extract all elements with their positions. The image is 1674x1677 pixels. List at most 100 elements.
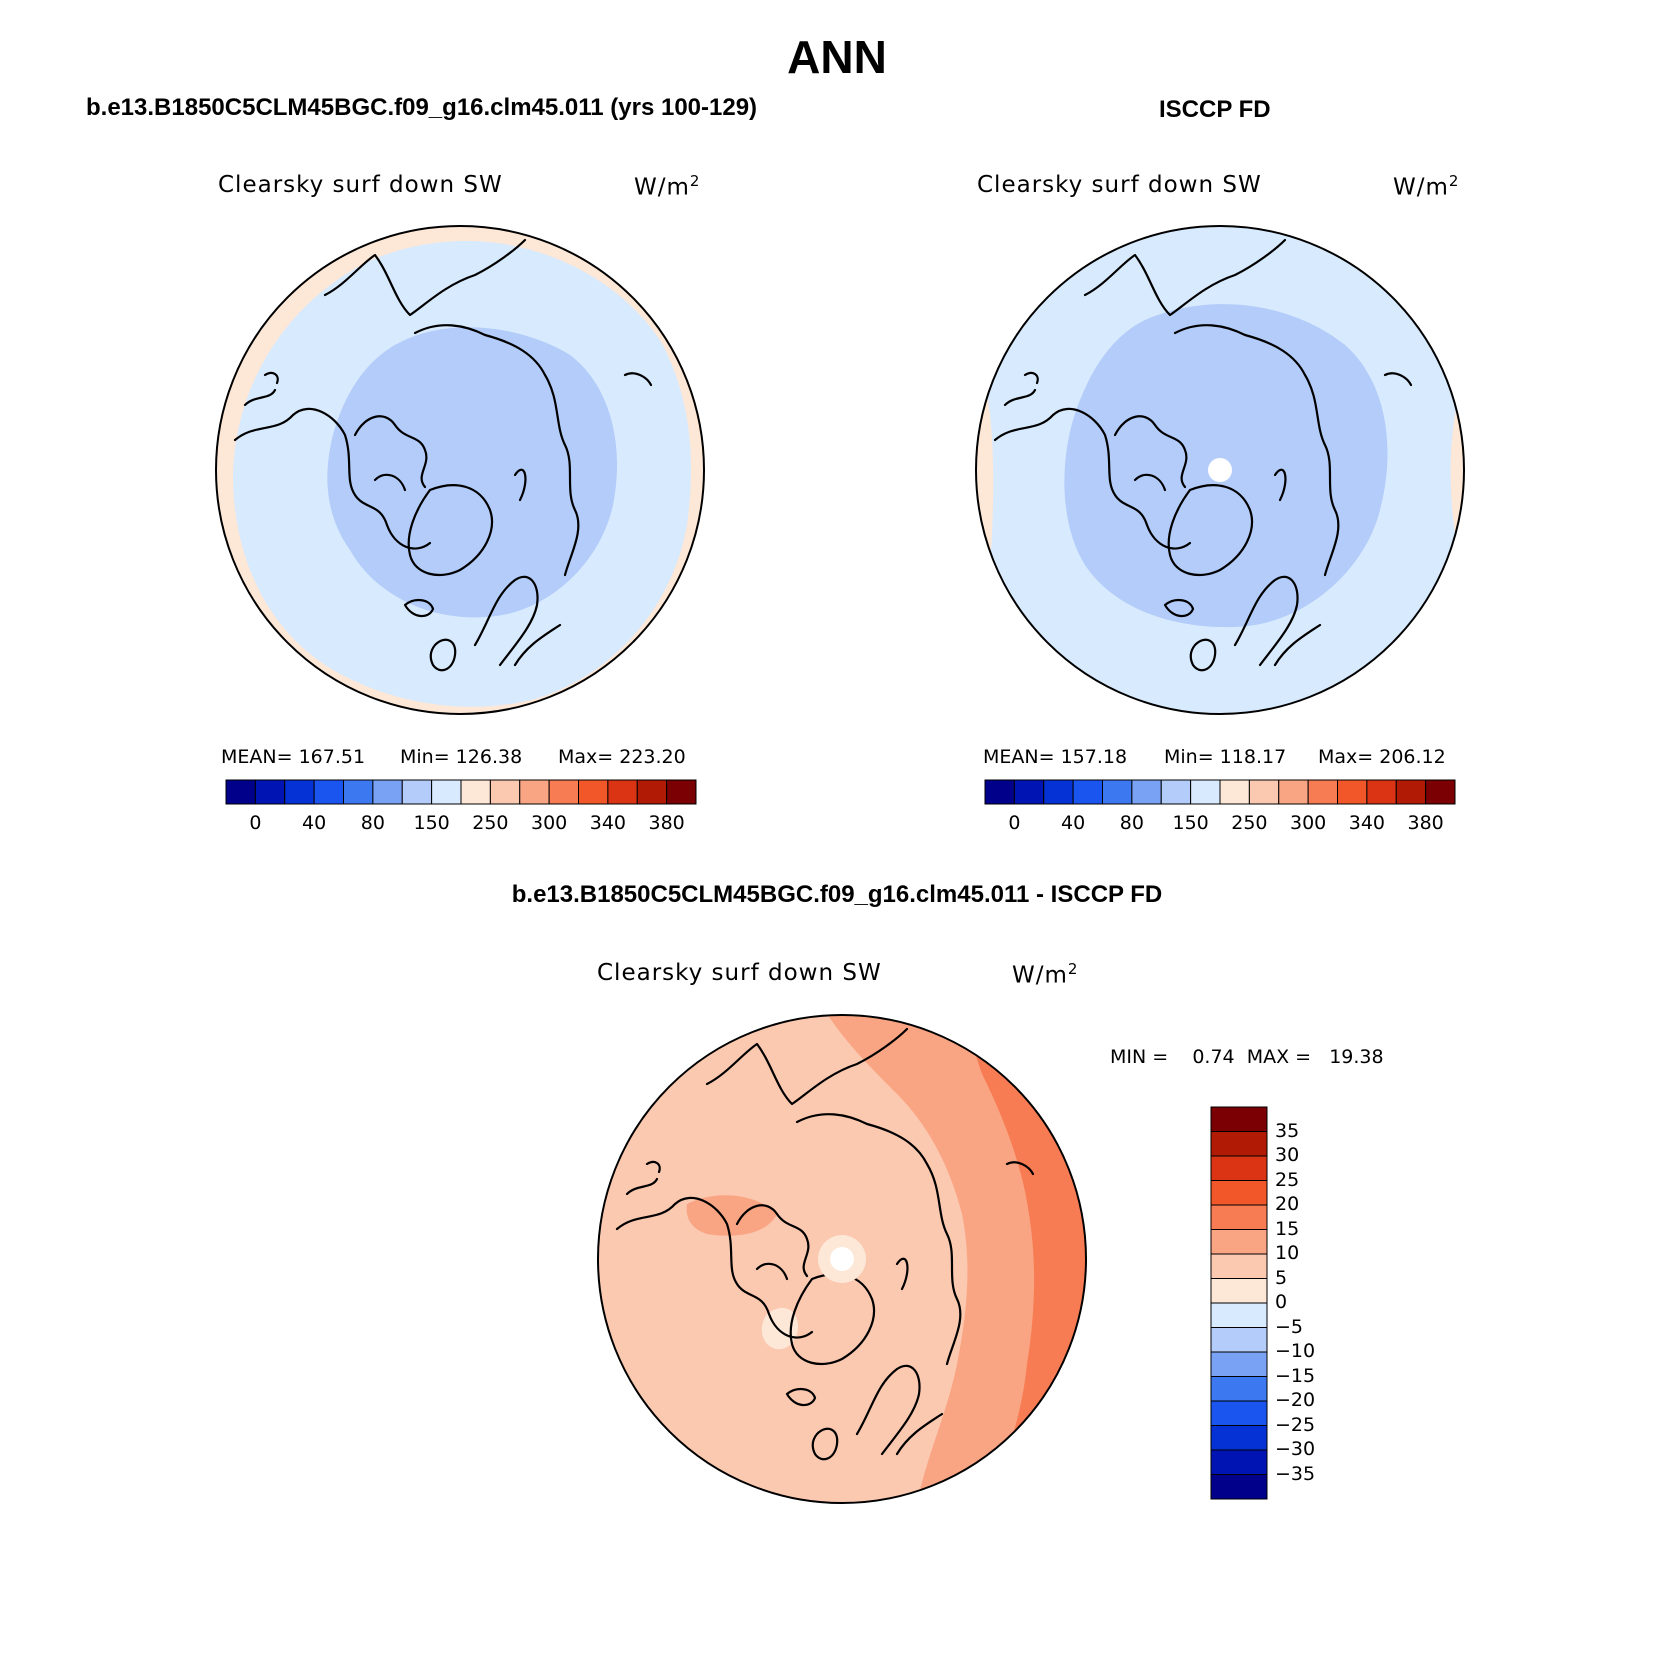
model-colorbar-box [401,779,433,805]
model-coast-north-america [233,407,432,550]
diff-colorbar-tick-label: 10 [1275,1242,1300,1264]
model-colorbar-box [607,779,638,805]
diff-units-text: W/m [1012,962,1068,989]
model-coast-uk [429,638,457,672]
obs-coast-alaska [1003,371,1039,407]
diff-coast-iceland [785,1388,817,1407]
diff-map-border [597,1014,1087,1504]
model-colorbar-tick-label: 380 [648,812,685,834]
obs-colorbar-box [1131,779,1162,805]
obs-colorbar-box [1219,779,1250,805]
diff-variable-label: Clearsky surf down SW [597,960,882,986]
diff-colorbar-tick-label: −20 [1275,1389,1316,1411]
obs-coast-north-america [993,407,1192,550]
diff-colorbar-box [1210,1180,1268,1206]
obs-colorbar-ticks: 0 40 80 150 250 300 340 380 [985,812,1455,838]
diff-coast-kamchatka [1005,1161,1035,1176]
obs-coast-uk [1189,638,1217,672]
model-max: Max= 223.20 [558,746,686,768]
diff-colorbar-tick-label: 0 [1275,1291,1288,1313]
model-coast-eurasia [413,324,580,577]
model-coast-east-asia [323,238,527,317]
diff-colorbar-box [1210,1155,1268,1181]
model-coast-canada-arctic [353,415,428,492]
obs-units-sup: 2 [1448,172,1460,190]
model-colorbar-box [636,779,668,805]
diff-colorbar [1210,1106,1268,1500]
obs-coast-greenland [1167,484,1254,577]
figure-title: ANN [787,31,887,83]
diff-colorbar-tick-label: −15 [1275,1364,1316,1387]
model-colorbar-box [489,779,521,805]
diff-panel-title: b.e13.B1850C5CLM45BGC.f09_g16.clm45.011 … [511,881,1163,908]
model-colorbar-box [548,779,579,805]
model-units-sup: 2 [689,172,701,190]
diff-units-sup: 2 [1067,960,1079,978]
model-colorbar-box [284,779,315,805]
diff-coast-eurasia [795,1113,962,1366]
model-colorbar-ticks: 0 40 80 150 250 300 340 380 [226,812,696,838]
diff-colorbar-tick-label: 30 [1275,1144,1300,1166]
diff-coast-scandinavia [855,1364,944,1456]
diff-colorbar-ticks: 35 30 25 20 15 10 5 0 −5 −10 −15 −20 −25 −30 −35 [1275,1107,1355,1499]
obs-colorbar-box [1366,779,1397,805]
diff-colorbar-box [1210,1302,1268,1328]
diff-colorbar-tick-label: 35 [1275,1119,1300,1142]
obs-colorbar-box [1072,779,1103,805]
obs-colorbar-tick-label: 250 [1231,812,1268,834]
diff-coast-novaya-zemlya [895,1257,909,1291]
model-colorbar-box [431,779,462,805]
obs-max: Max= 206.12 [1318,746,1446,768]
diff-colorbar-tick-label: 25 [1275,1168,1300,1191]
diff-colorbar-box [1210,1376,1268,1402]
model-colorbar-box [313,779,344,805]
diff-colorbar-box [1210,1327,1268,1353]
model-coast-greenland [407,484,494,577]
diff-colorbar-tick-label: 20 [1275,1193,1300,1215]
model-units-text: W/m [634,174,690,201]
obs-colorbar-box [1307,779,1338,805]
obs-variable-label: Clearsky surf down SW [977,172,1262,198]
model-colorbar-tick-label: 150 [413,812,450,834]
obs-colorbar-box [1425,779,1456,805]
obs-pole-missing [1208,458,1232,482]
obs-colorbar-box [984,779,1015,805]
model-colorbar-tick-label: 80 [360,812,385,834]
obs-colorbar-tick-label: 80 [1119,812,1144,834]
model-min: Min= 126.38 [400,746,523,768]
model-colorbar-box [372,779,403,805]
model-colorbar-tick-label: 0 [249,812,262,834]
obs-colorbar-box [1248,779,1280,805]
diff-polar-map [597,1014,1087,1504]
diff-colorbar-box [1210,1131,1268,1157]
obs-colorbar-box [1278,779,1309,805]
obs-colorbar-box [1190,779,1221,805]
model-colorbar [225,779,697,805]
obs-colorbar-box [1395,779,1427,805]
obs-colorbar-box [1337,779,1368,805]
obs-coast-canada-arctic [1113,415,1188,492]
obs-map-border [975,225,1465,715]
obs-units-label: W/m2 [1393,172,1459,201]
diff-colorbar-box [1210,1400,1268,1426]
model-colorbar-box [254,779,286,805]
obs-colorbar-box [1102,779,1133,805]
diff-band-10-15-greenland-edge [686,1195,777,1236]
diff-colorbar-box [1210,1278,1268,1304]
model-coast-novaya-zemlya [513,468,527,502]
model-polar-map [215,225,705,715]
obs-colorbar [984,779,1456,805]
model-colorbar-box [578,779,609,805]
diff-coast-north-america [615,1196,814,1339]
obs-coast-east-asia [1083,238,1287,317]
diff-coast-greenland [789,1273,876,1366]
obs-coast-scandinavia [1233,575,1322,667]
obs-min: Min= 118.17 [1164,746,1287,768]
diff-colorbar-tick-label: −10 [1275,1340,1316,1362]
model-variable-label: Clearsky surf down SW [218,172,503,198]
diff-colorbar-box [1210,1449,1268,1475]
model-map-border [215,225,705,715]
obs-colorbar-tick-label: 340 [1348,812,1385,834]
diff-pole-missing [830,1247,854,1271]
model-colorbar-box [460,779,491,805]
